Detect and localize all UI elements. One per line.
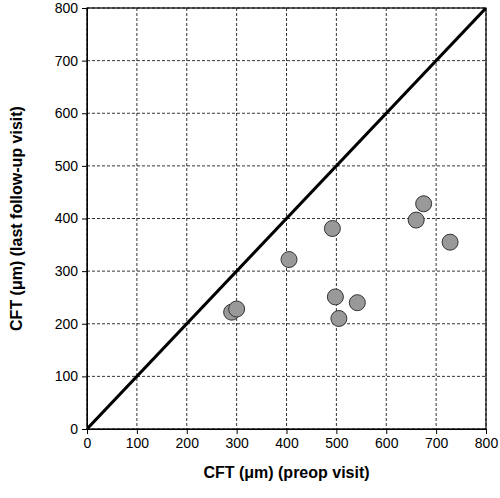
- tick: 400: [275, 429, 299, 451]
- grid-line-x: [236, 8, 237, 429]
- tick: 800: [475, 429, 499, 451]
- tick-label: 200: [176, 435, 200, 451]
- point: [349, 295, 365, 311]
- tick-mark: [82, 219, 87, 220]
- point: [442, 234, 458, 250]
- tick: 600: [375, 429, 399, 451]
- tick-mark: [82, 376, 87, 377]
- grid-line-x: [436, 8, 437, 429]
- tick: 200: [176, 429, 200, 451]
- tick-mark: [82, 166, 87, 167]
- tick: 100: [55, 368, 87, 384]
- tick-mark: [82, 429, 87, 430]
- tick-label: 100: [55, 368, 79, 384]
- tick: 400: [55, 210, 87, 226]
- point: [281, 252, 297, 268]
- tick: 0: [84, 429, 92, 451]
- tick-mark: [82, 61, 87, 62]
- point: [229, 301, 245, 317]
- tick-mark: [436, 429, 437, 434]
- tick: 500: [55, 158, 87, 174]
- tick-mark: [386, 429, 387, 434]
- tick-label: 800: [55, 0, 79, 16]
- tick-label: 500: [55, 158, 79, 174]
- tick: 200: [55, 316, 87, 332]
- tick: 300: [225, 429, 249, 451]
- tick-mark: [82, 271, 87, 272]
- marks: [87, 8, 486, 429]
- tick-mark: [237, 429, 238, 434]
- tick-label: 200: [55, 316, 79, 332]
- tick-label: 0: [84, 435, 92, 451]
- point: [408, 212, 424, 228]
- tick: 600: [55, 105, 87, 121]
- tick: 700: [55, 53, 87, 69]
- y-axis-title: CFT (μm) (last follow-up visit): [8, 106, 25, 331]
- frame: [87, 8, 486, 429]
- point: [324, 220, 340, 236]
- grid-line-y: [87, 271, 486, 272]
- tick-label: 600: [375, 435, 399, 451]
- tick: 100: [126, 429, 150, 451]
- tick-label: 600: [55, 105, 79, 121]
- tick: 0: [70, 421, 87, 437]
- tick: 700: [425, 429, 449, 451]
- tick-label: 300: [55, 263, 79, 279]
- tick-mark: [336, 429, 337, 434]
- tick-label: 300: [225, 435, 249, 451]
- chart: 0 100 200 300 400 500 600 700 800 0 100 200 300 400 50…: [0, 0, 500, 498]
- point: [327, 289, 343, 305]
- tick-label: 400: [55, 210, 79, 226]
- tick: 800: [55, 0, 87, 16]
- tick-label: 0: [70, 421, 78, 437]
- grid-line-y: [87, 376, 486, 377]
- plot: 0 100 200 300 400 500 600 700 800 0 100 200 300 400 50…: [55, 0, 499, 451]
- identity-line: [87, 8, 486, 429]
- grid-line-y: [87, 165, 486, 166]
- tick-label: 400: [275, 435, 299, 451]
- tick: 500: [325, 429, 349, 451]
- tick-label: 700: [425, 435, 449, 451]
- tick-mark: [82, 113, 87, 114]
- point: [331, 310, 347, 326]
- tick-mark: [287, 429, 288, 434]
- y-axis: 0 100 200 300 400 500 600 700 800: [55, 0, 88, 437]
- tick-mark: [486, 429, 487, 434]
- axis-line: [88, 430, 487, 435]
- tick: 300: [55, 263, 87, 279]
- tick-label: 800: [475, 435, 499, 451]
- tick-mark: [82, 8, 87, 9]
- x-axis-title: CFT (μm) (preop visit): [203, 464, 369, 481]
- tick-mark: [137, 429, 138, 434]
- axis-line: [82, 9, 88, 430]
- grid-line-y: [87, 113, 486, 114]
- tick-mark: [82, 324, 87, 325]
- tick-label: 500: [325, 435, 349, 451]
- grid-line-x: [336, 8, 337, 429]
- grid: [87, 8, 486, 429]
- grid-line-x: [386, 8, 387, 429]
- grid-line-y: [87, 60, 486, 61]
- x-axis: 0 100 200 300 400 500 600 700 800: [84, 429, 499, 451]
- grid-line-y: [87, 323, 486, 324]
- tick-label: 700: [55, 53, 79, 69]
- tick-label: 100: [126, 435, 150, 451]
- tick-mark: [187, 429, 188, 434]
- point: [416, 196, 432, 212]
